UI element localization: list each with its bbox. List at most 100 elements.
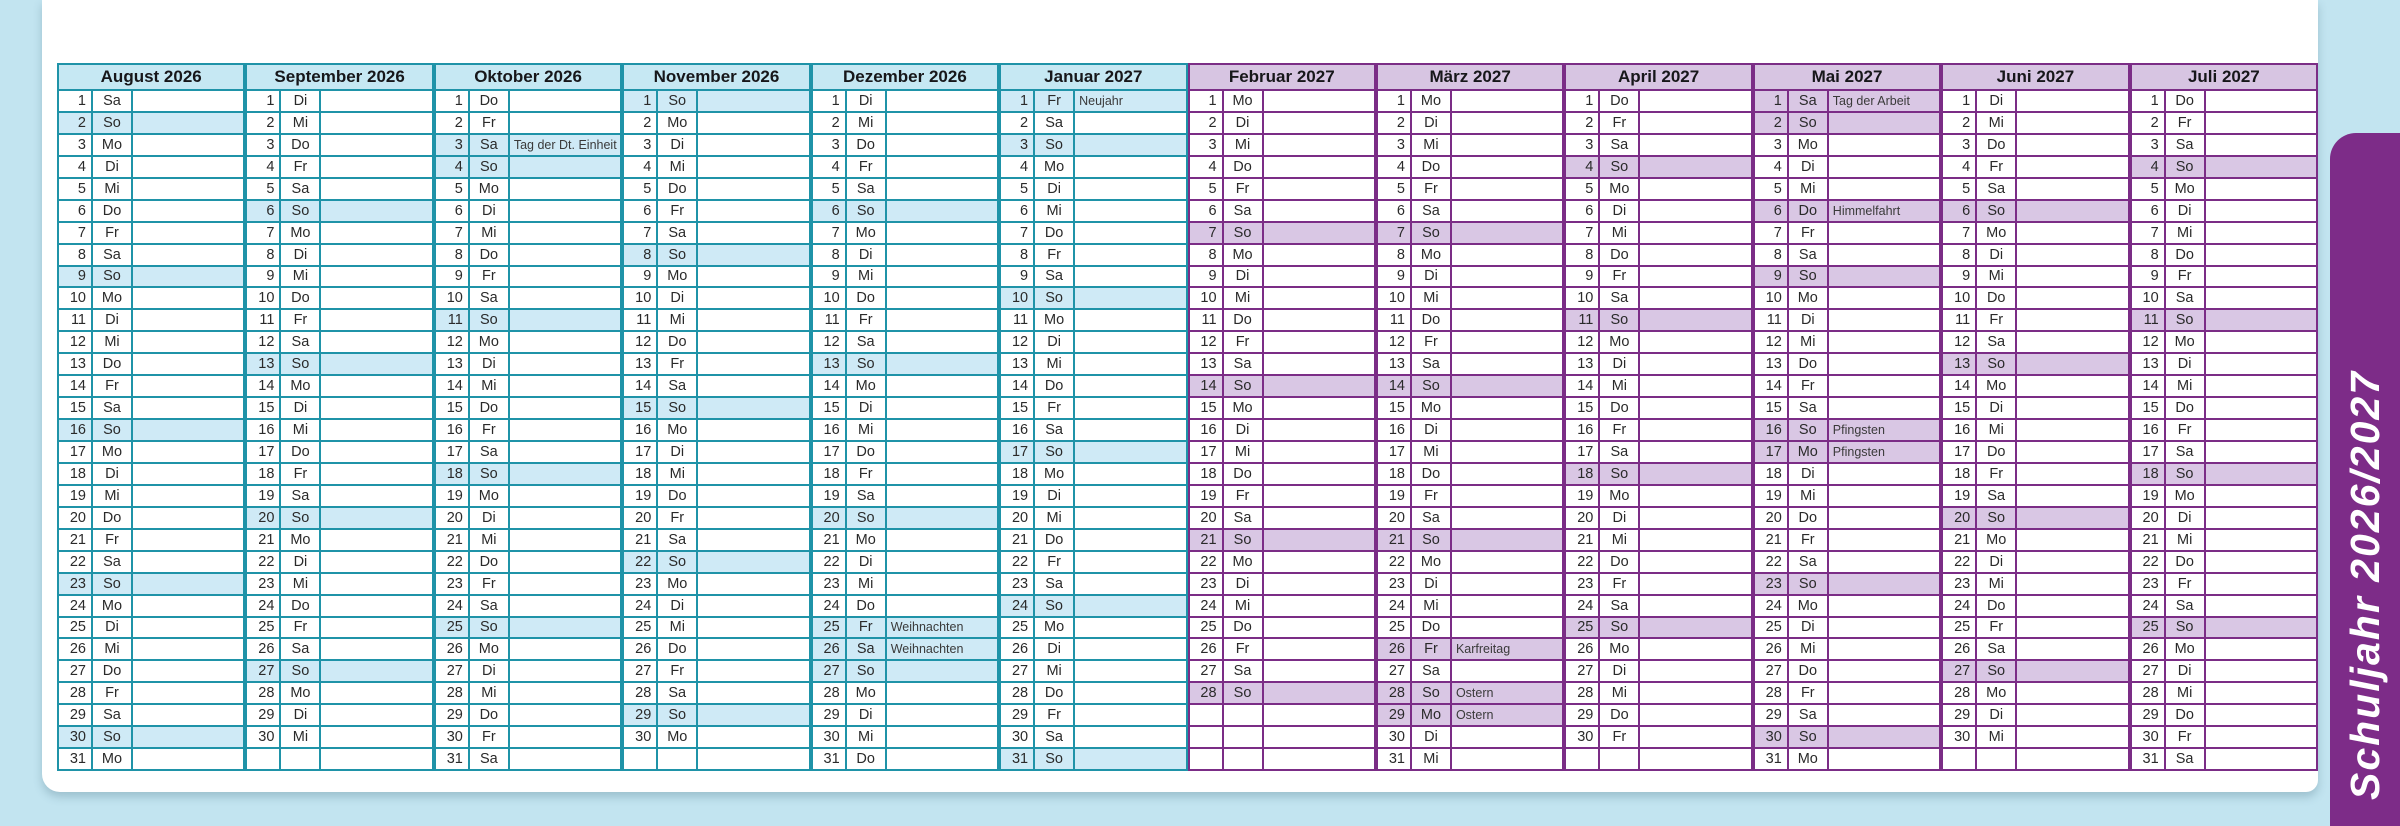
weekday-cell: Sa: [1977, 332, 2018, 353]
calendar-empty-row: [1189, 727, 1374, 750]
day-number-cell: 17: [1378, 442, 1412, 462]
note-cell: [1264, 661, 1374, 681]
note-cell: [2017, 113, 2127, 133]
calendar-day-row: 15 Di: [1943, 398, 2128, 421]
calendar-day-row: 20 So: [812, 507, 998, 530]
calendar-day-row: 26 Fr Karfreitag: [1377, 639, 1563, 662]
day-number-cell: 26: [1001, 639, 1036, 660]
note-cell: [1829, 464, 1939, 484]
calendar-day-row: 15 Sa: [59, 398, 244, 421]
note-cell: [1640, 113, 1750, 133]
weekday-cell: So: [1789, 266, 1829, 287]
calendar-empty-row: [1189, 705, 1374, 728]
day-number-cell: 12: [1755, 332, 1789, 353]
weekday-cell: Do: [1224, 156, 1264, 177]
calendar-day-row: 2 So: [59, 112, 244, 135]
calendar-day-row: 28 Mo: [1943, 683, 2128, 706]
day-number-cell: 2: [59, 112, 93, 133]
weekday-cell: So: [2166, 617, 2206, 638]
note-cell: [1264, 574, 1374, 594]
weekday-cell: Do: [1224, 310, 1264, 331]
note-cell: [133, 727, 243, 747]
calendar-day-row: 14 Sa: [624, 376, 809, 399]
calendar-day-row: 24 Mo: [59, 595, 244, 618]
calendar-day-row: 12 Mi: [1754, 332, 1940, 355]
day-number-cell: 4: [247, 156, 282, 177]
weekday-cell: Mi: [281, 727, 322, 748]
note-cell: [133, 245, 243, 265]
weekday-cell: Sa: [281, 178, 322, 199]
note-cell: [133, 223, 243, 243]
day-number-cell: 13: [59, 354, 93, 375]
calendar-day-row: 27 Di: [2131, 661, 2317, 684]
note-cell: [1264, 552, 1374, 572]
note-cell: [1452, 201, 1562, 221]
weekday-cell: Mi: [93, 639, 133, 660]
calendar-day-row: 10 So: [1001, 288, 1186, 311]
day-number-cell: 7: [1943, 222, 1978, 243]
calendar-day-row: 17 Sa: [435, 442, 621, 464]
note-cell: [1264, 376, 1374, 396]
weekday-cell: Di: [1600, 354, 1641, 375]
note-cell: [1264, 310, 1374, 330]
calendar-day-row: 30 Mo: [624, 727, 809, 750]
note-cell: [698, 618, 808, 638]
day-number-cell: [1190, 727, 1224, 748]
weekday-cell: Mo: [1789, 749, 1829, 770]
calendar-day-row: 30 Mi: [1943, 727, 2128, 750]
note-cell: [2017, 530, 2127, 550]
calendar-day-row: 14 So: [1377, 376, 1563, 399]
day-number-cell: 13: [1190, 354, 1224, 375]
calendar-day-row: 31 Mi: [1377, 749, 1563, 770]
note-cell: [1829, 639, 1939, 659]
weekday-cell: Do: [281, 134, 322, 155]
calendar-day-row: 2 Mi: [247, 112, 432, 135]
weekday-cell: Sa: [1224, 354, 1264, 375]
weekday-cell: Mo: [281, 376, 322, 397]
note-cell: [1452, 354, 1562, 374]
weekday-cell: Mo: [93, 595, 133, 616]
note-cell: [2206, 113, 2316, 133]
day-number-cell: 26: [1566, 639, 1601, 660]
note-cell: [321, 288, 431, 308]
weekday-cell: Do: [470, 705, 510, 726]
note-cell: [510, 486, 620, 506]
note-cell: [133, 705, 243, 725]
month-rows: 1 Do 2 Fr 3 Sa 4 So 5 Mo 6 Di 7 Mi 8 Do 9 Fr 10 Sa 11 So 12 Mo 1…: [2131, 91, 2317, 770]
weekday-cell: Sa: [1412, 507, 1452, 528]
weekday-cell: Mi: [2166, 529, 2206, 550]
calendar-day-row: 15 Do: [1566, 398, 1751, 421]
note-cell: [698, 398, 808, 418]
day-number-cell: 18: [59, 463, 93, 484]
note-cell: [1075, 354, 1185, 374]
day-number-cell: 2: [436, 112, 470, 133]
weekday-cell: Mo: [2166, 485, 2206, 506]
day-number-cell: 9: [1755, 266, 1789, 287]
note-cell: [510, 464, 620, 484]
day-number-cell: 15: [1190, 398, 1224, 419]
calendar-day-row: 14 Mo: [1943, 376, 2128, 399]
calendar-day-row: 1 Do: [435, 91, 621, 113]
note-cell: [887, 661, 997, 681]
weekday-cell: Fr: [93, 529, 133, 550]
weekday-cell: So: [2166, 156, 2206, 177]
day-number-cell: 11: [1190, 310, 1224, 331]
day-number-cell: 6: [2132, 200, 2166, 221]
weekday-cell: So: [1035, 288, 1076, 309]
weekday-cell: Fr: [847, 463, 887, 484]
note-cell: [887, 223, 997, 243]
note-cell: [321, 639, 431, 659]
calendar-day-row: 5 Di: [1001, 178, 1186, 201]
day-number-cell: 10: [1566, 288, 1601, 309]
weekday-cell: Sa: [2166, 134, 2206, 155]
note-cell: [887, 398, 997, 418]
calendar-day-row: 3 Do: [1943, 134, 2128, 157]
note-cell: [1829, 574, 1939, 594]
note-cell: [1452, 749, 1562, 769]
calendar-day-row: 12 Mo: [435, 332, 621, 355]
weekday-cell: Do: [1035, 529, 1076, 550]
month-column: Juli 2027 1 Do 2 Fr 3 Sa 4 So 5 Mo 6 Di 7 Mi 8 Do 9 Fr 10 Sa…: [2129, 63, 2319, 771]
calendar-day-row: 6 So: [812, 200, 998, 223]
weekday-cell: Mo: [658, 573, 699, 594]
calendar-day-row: 27 Di: [435, 661, 621, 684]
